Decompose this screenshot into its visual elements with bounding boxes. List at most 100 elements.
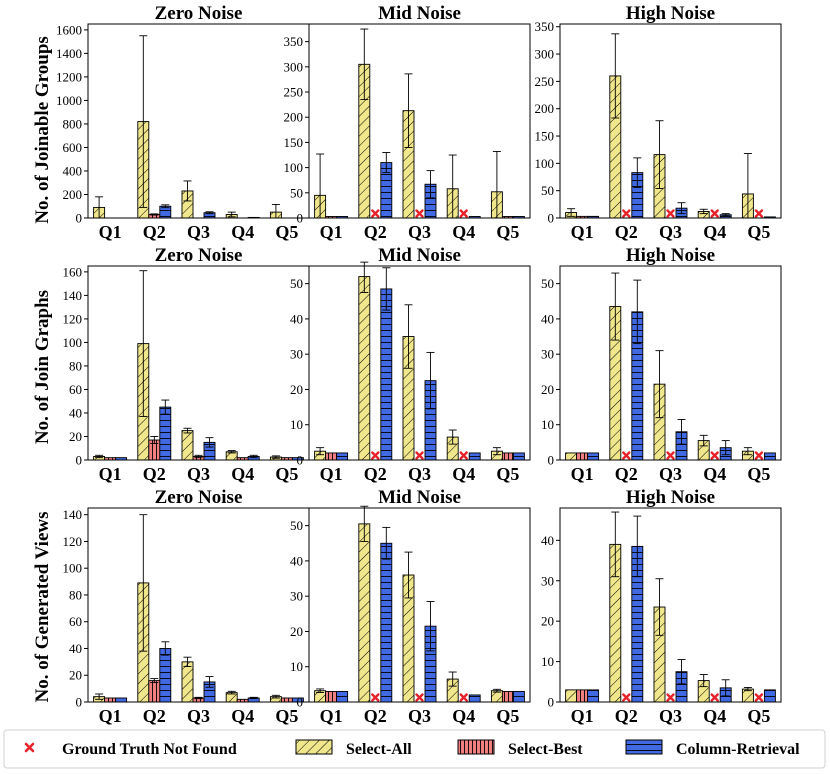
x-tick-label: Q4 xyxy=(231,222,254,242)
bar-select-best-q5 xyxy=(501,690,514,703)
y-tick-label: 40 xyxy=(541,311,554,326)
bar-column-retrieval-q1 xyxy=(336,452,349,461)
y-tick-label: 0 xyxy=(297,453,304,468)
y-tick-label: 50 xyxy=(290,185,303,200)
axes-frame xyxy=(559,507,782,703)
axes-frame xyxy=(87,507,310,703)
y-tick-label: 20 xyxy=(290,382,303,397)
missing-marker-select-best-q2 xyxy=(371,693,380,702)
x-tick-label: Q3 xyxy=(187,222,210,242)
missing-marker-select-best-q2 xyxy=(622,451,631,460)
x-tick-label: Q3 xyxy=(408,222,431,242)
y-tick-label: 10 xyxy=(541,417,554,432)
bar-select-best-q5 xyxy=(501,452,514,461)
y-tick-label: 40 xyxy=(290,311,303,326)
panel-high-noise-r1: High Noise 0 50 100 150 200 250 300 350 Q1 Q2 Q3 Q4 Q… xyxy=(535,3,782,242)
missing-marker-select-best-q3 xyxy=(666,451,675,460)
bar-select-all-q3 xyxy=(181,430,194,461)
legend-swatch-select-best xyxy=(457,739,495,755)
legend-swatch-column-retrieval xyxy=(625,739,663,755)
y-tick-label: 120 xyxy=(63,534,83,549)
x-tick-label: Q5 xyxy=(747,222,770,242)
x-tick-label: Q2 xyxy=(364,706,387,726)
legend: Ground Truth Not Found Select-All Select… xyxy=(3,729,826,769)
bar-select-all-q2 xyxy=(358,276,371,461)
missing-marker-select-best-q4 xyxy=(459,451,468,460)
missing-marker-select-best-q5 xyxy=(754,693,764,702)
x-tick-label: Q5 xyxy=(496,464,519,484)
y-tick-label: 100 xyxy=(63,335,83,350)
bar-column-retrieval-q1 xyxy=(336,690,349,703)
bar-select-all-q2 xyxy=(358,523,371,703)
bar-select-best-q2 xyxy=(148,680,161,703)
y-tick-label: 1400 xyxy=(56,46,82,61)
bar-column-retrieval-q2 xyxy=(159,648,172,703)
x-tick-label: Q3 xyxy=(408,706,431,726)
y-tick-label: 30 xyxy=(541,573,554,588)
x-tick-label: Q4 xyxy=(703,222,726,242)
x-tick-label: Q3 xyxy=(659,706,682,726)
bar-select-best-q1 xyxy=(325,452,338,461)
legend-swatch-select-all xyxy=(295,739,333,755)
x-tick-label: Q4 xyxy=(703,464,726,484)
x-tick-label: Q1 xyxy=(571,706,594,726)
y-tick-label: 10 xyxy=(290,417,303,432)
y-tick-label: 200 xyxy=(63,187,83,202)
y-tick-label: 350 xyxy=(284,34,304,49)
y-tick-label: 100 xyxy=(63,561,83,576)
bar-column-retrieval-q2 xyxy=(159,406,172,461)
y-tick-label: 20 xyxy=(69,668,82,683)
missing-marker-select-best-q4 xyxy=(710,693,719,702)
legend-frame xyxy=(3,729,826,769)
panel-title: Zero Noise xyxy=(155,3,243,24)
x-tick-label: Q4 xyxy=(231,706,254,726)
missing-marker-select-best-q2 xyxy=(622,209,631,218)
missing-marker-select-best-q2 xyxy=(622,693,631,702)
y-tick-label: 0 xyxy=(76,695,83,710)
panel-title: High Noise xyxy=(626,245,715,266)
legend-label-select-best: Select-Best xyxy=(508,741,583,758)
panel-high-noise-r2: High Noise 0 10 20 30 40 50 Q1 Q2 Q3 Q4 Q5 xyxy=(541,245,782,484)
legend-label-column-retrieval: Column-Retrieval xyxy=(676,741,800,758)
bar-column-retrieval-q5 xyxy=(763,452,776,461)
missing-marker-select-best-q2 xyxy=(371,209,380,218)
x-tick-label: Q1 xyxy=(320,222,343,242)
x-tick-label: Q5 xyxy=(496,222,519,242)
y-tick-label: 0 xyxy=(297,211,304,226)
y-tick-label: 200 xyxy=(535,101,555,116)
panel-title: Zero Noise xyxy=(155,245,243,266)
x-tick-label: Q3 xyxy=(659,222,682,242)
bar-select-all-q3 xyxy=(181,661,194,703)
x-tick-label: Q2 xyxy=(615,706,638,726)
y-tick-label: 120 xyxy=(63,311,83,326)
x-tick-label: Q2 xyxy=(615,464,638,484)
panel-zero-noise-r1: Zero Noise02004006008001000120014001600Q… xyxy=(56,3,310,242)
y-tick-label: 50 xyxy=(541,276,554,291)
y-tick-label: 160 xyxy=(63,264,83,279)
x-tick-label: Q4 xyxy=(452,706,475,726)
bar-column-retrieval-q1 xyxy=(587,452,600,461)
bar-column-retrieval-q1 xyxy=(115,697,128,703)
y-tick-label: 60 xyxy=(69,382,82,397)
axes-frame xyxy=(87,265,310,461)
x-tick-label: Q1 xyxy=(320,706,343,726)
x-tick-label: Q2 xyxy=(364,222,387,242)
panel-title: Mid Noise xyxy=(378,3,461,24)
legend-item-ground-truth-not-found: Ground Truth Not Found xyxy=(24,741,237,758)
x-tick-label: Q4 xyxy=(452,464,475,484)
y-tick-label: 800 xyxy=(63,116,83,131)
legend-item-select-best: Select-Best xyxy=(457,739,583,758)
missing-marker-select-best-q5 xyxy=(754,451,764,460)
legend-label-ground-truth-not-found: Ground Truth Not Found xyxy=(62,741,237,758)
bar-column-retrieval-q4 xyxy=(468,452,481,461)
bar-column-retrieval-q2 xyxy=(380,542,393,703)
y-tick-label: 1600 xyxy=(56,22,82,37)
x-tick-label: Q5 xyxy=(275,464,298,484)
y-tick-label: 20 xyxy=(290,624,303,639)
axes-frame xyxy=(308,507,531,703)
panel-mid-noise-r3: Mid Noise 0 10 20 30 40 50 Q1 Q2 Q3 Q4 Q5 xyxy=(290,487,531,726)
y-tick-label: 1000 xyxy=(56,93,82,108)
y-tick-label: 0 xyxy=(76,211,83,226)
